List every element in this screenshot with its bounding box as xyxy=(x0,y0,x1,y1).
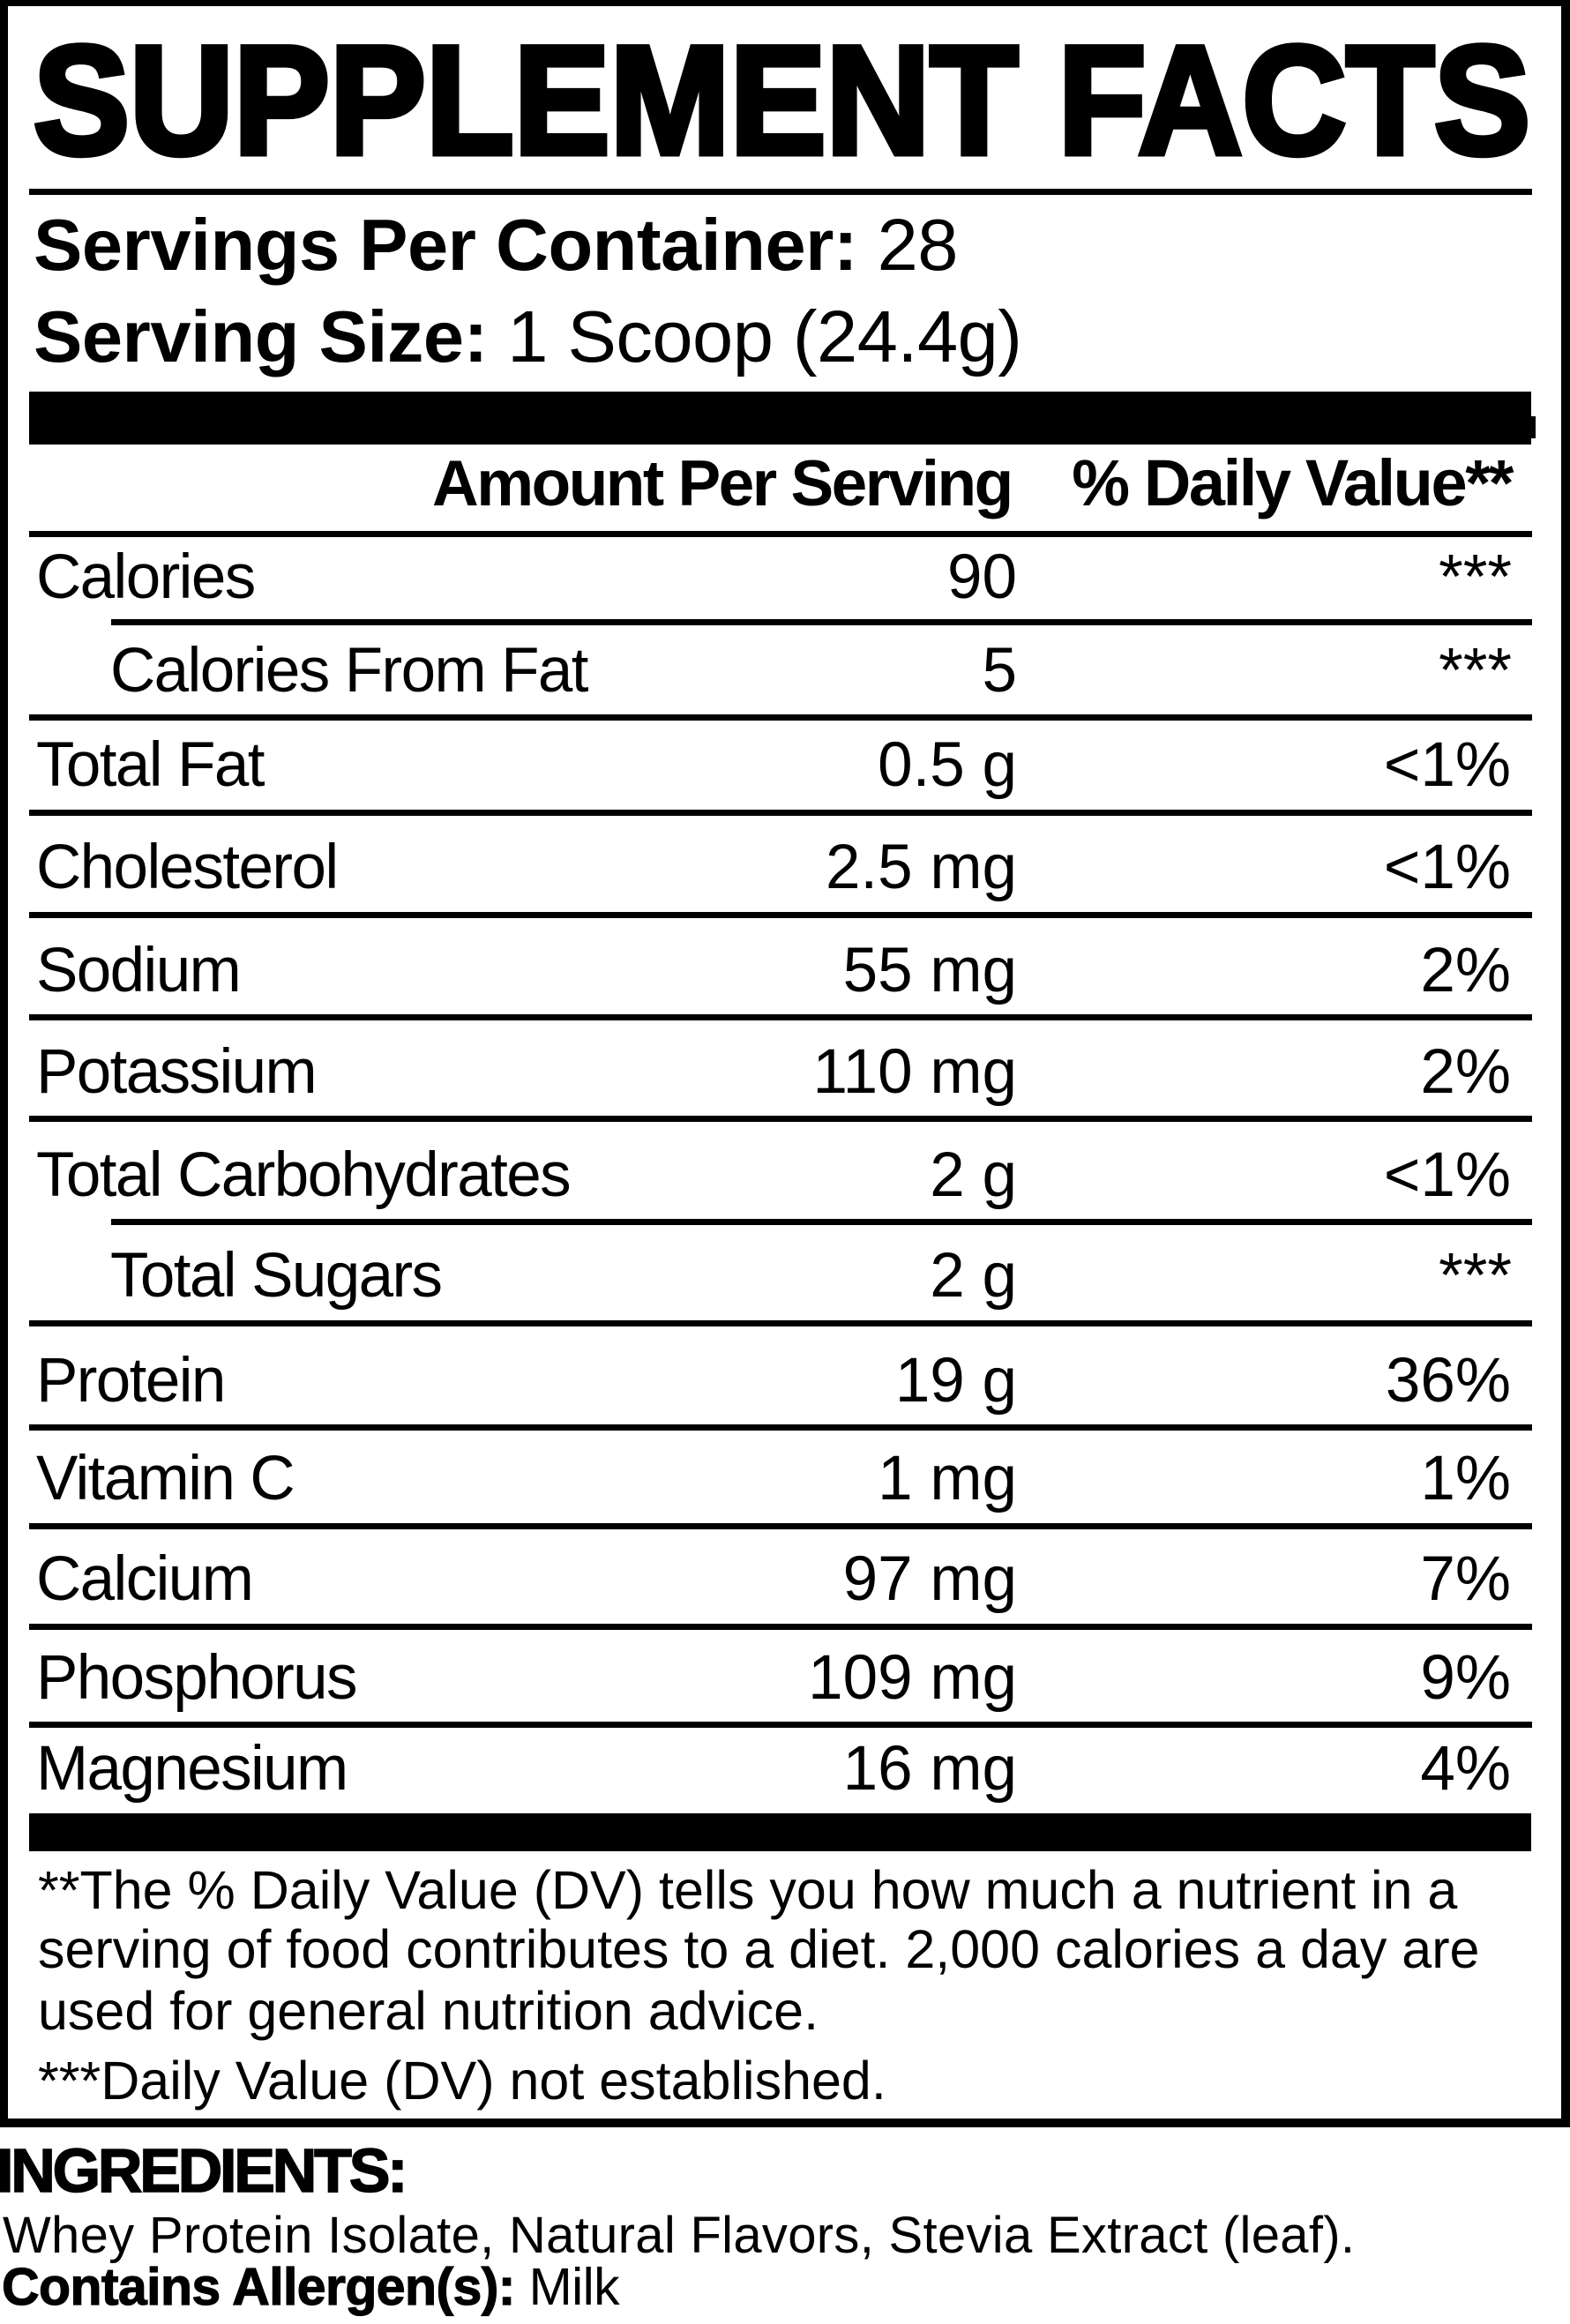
svg-text:SUPPLEMENT FACTS: SUPPLEMENT FACTS xyxy=(34,15,1530,187)
